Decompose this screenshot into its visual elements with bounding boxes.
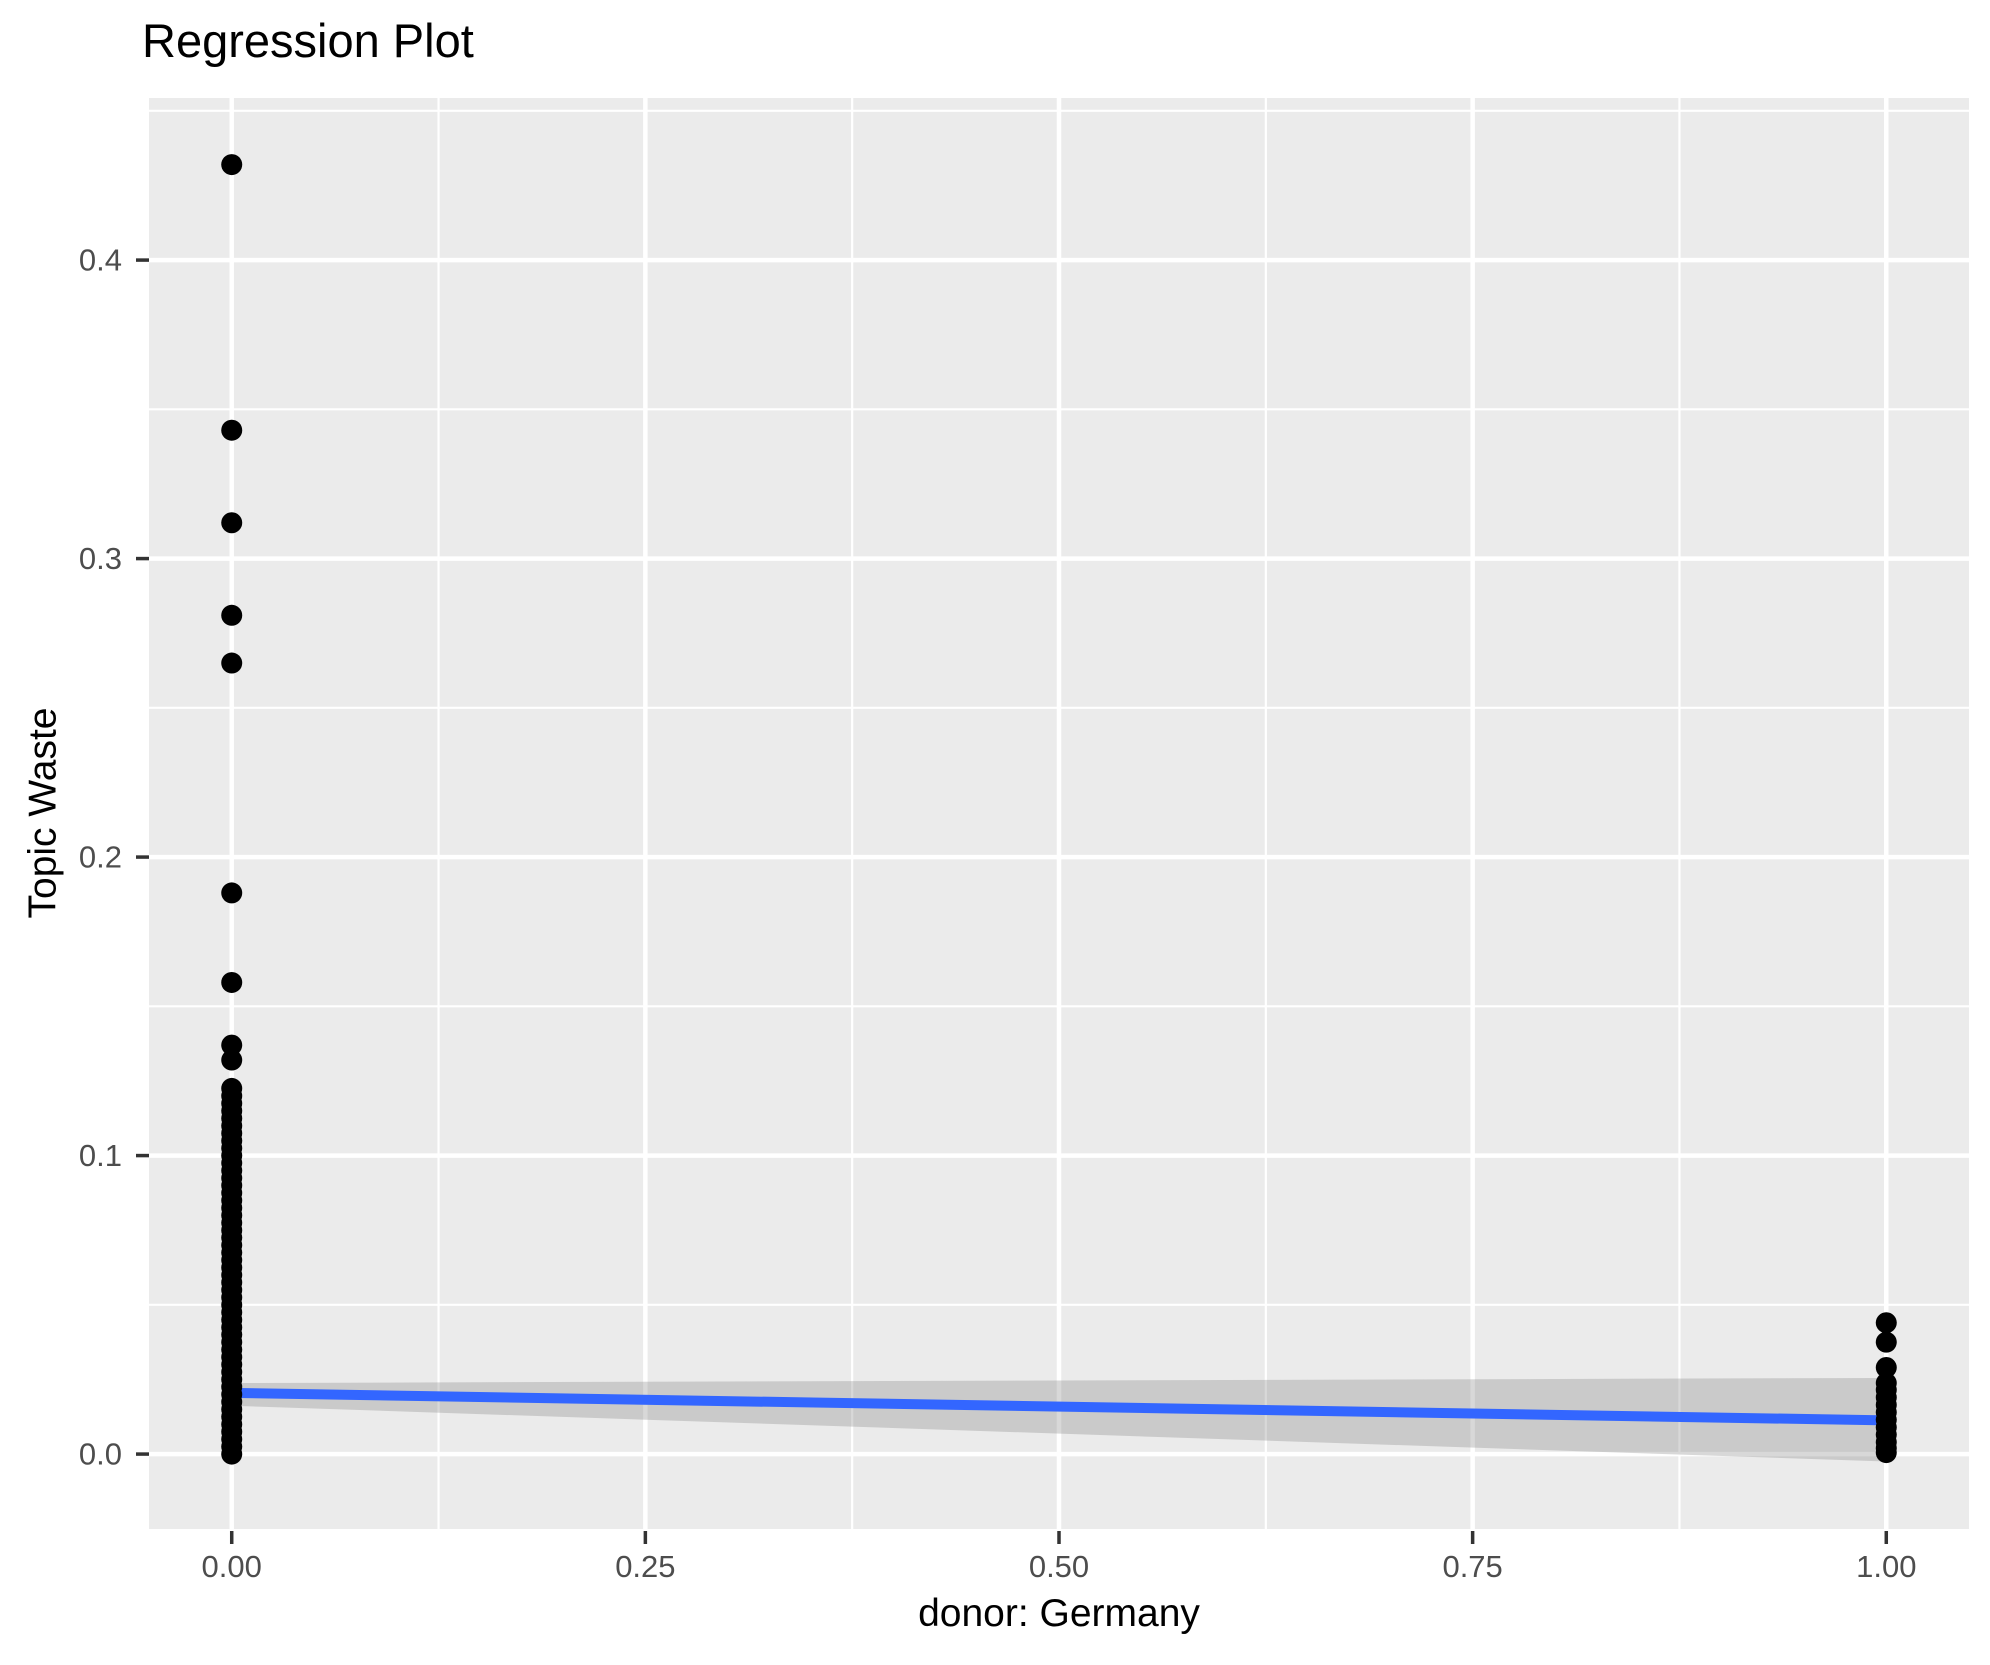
y-tick-label: 0.0: [79, 1437, 122, 1472]
x-tick-label: 0.75: [1442, 1549, 1502, 1584]
data-point: [221, 882, 243, 904]
x-tick-label: 0.50: [1029, 1549, 1089, 1584]
y-tick-label: 0.1: [79, 1138, 122, 1173]
data-point: [221, 652, 243, 674]
data-point: [1875, 1312, 1897, 1334]
plot-title: Regression Plot: [142, 14, 474, 67]
data-point: [221, 604, 243, 626]
data-point: [221, 1443, 243, 1465]
x-tick-label: 0.00: [202, 1549, 262, 1584]
data-point: [221, 1049, 243, 1071]
data-point: [1875, 1331, 1897, 1353]
x-tick-label: 0.25: [615, 1549, 675, 1584]
regression-line: [231, 1387, 1887, 1426]
data-point: [221, 512, 243, 534]
y-axis-title: Topic Waste: [21, 707, 65, 919]
y-tick-label: 0.4: [79, 243, 122, 278]
x-axis-title: donor: Germany: [918, 1592, 1200, 1635]
data-point: [1875, 1357, 1897, 1379]
data-point: [221, 1034, 243, 1056]
data-point: [221, 971, 243, 993]
y-tick-label: 0.2: [79, 840, 122, 875]
y-tick-label: 0.3: [79, 541, 122, 576]
data-point: [221, 419, 243, 441]
data-point: [1875, 1442, 1897, 1464]
x-tick-label: 1.00: [1856, 1549, 1916, 1584]
data-point: [221, 154, 243, 176]
